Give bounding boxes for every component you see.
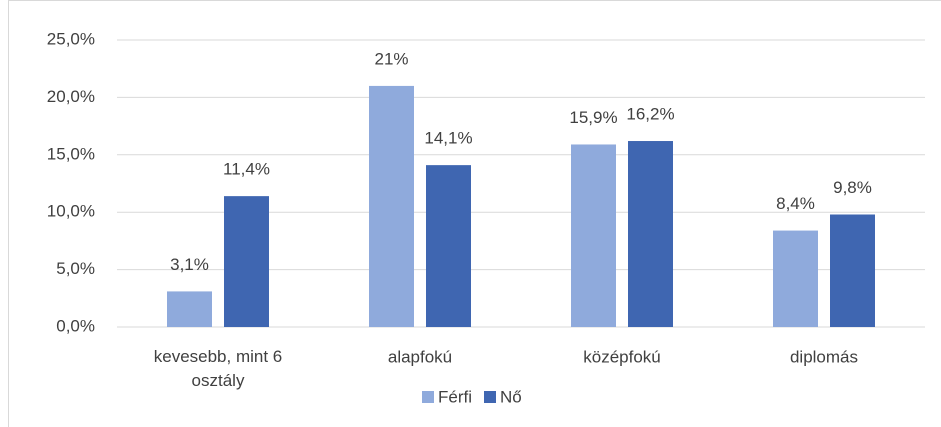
value-label: 9,8% <box>833 178 872 197</box>
legend-swatch <box>422 391 434 403</box>
x-tick-label: diplomás <box>790 347 858 366</box>
value-label: 16,2% <box>626 105 674 124</box>
x-tick-label: alapfokú <box>388 347 452 366</box>
y-tick-label: 5,0% <box>56 259 95 278</box>
value-label: 11,4% <box>223 160 270 179</box>
legend-label: Férfi <box>438 387 472 406</box>
x-tick-label: középfokú <box>583 347 661 366</box>
y-tick-label: 10,0% <box>47 202 95 221</box>
value-label: 21% <box>374 49 408 68</box>
bar <box>224 196 269 327</box>
bar <box>628 141 673 327</box>
legend-swatch <box>484 391 496 403</box>
y-tick-label: 15,0% <box>47 144 95 163</box>
y-tick-label: 25,0% <box>47 29 95 48</box>
bar <box>167 291 212 327</box>
x-tick-label-line: kevesebb, mint 6 <box>154 347 283 366</box>
x-tick-label-line: osztály <box>192 371 245 390</box>
y-tick-label: 0,0% <box>56 316 95 335</box>
legend-label: Nő <box>500 387 522 406</box>
bar <box>571 144 616 327</box>
value-label: 15,9% <box>569 108 617 127</box>
bar <box>369 85 414 327</box>
value-label: 14,1% <box>424 129 472 148</box>
chart-frame <box>8 0 941 427</box>
y-tick-label: 20,0% <box>47 87 95 106</box>
bar <box>426 165 471 327</box>
x-tick-label: kevesebb, mint 6 osztály <box>154 347 283 390</box>
value-label: 3,1% <box>170 255 209 274</box>
value-label: 8,4% <box>776 194 815 213</box>
bar <box>830 214 875 327</box>
bar <box>773 230 818 327</box>
